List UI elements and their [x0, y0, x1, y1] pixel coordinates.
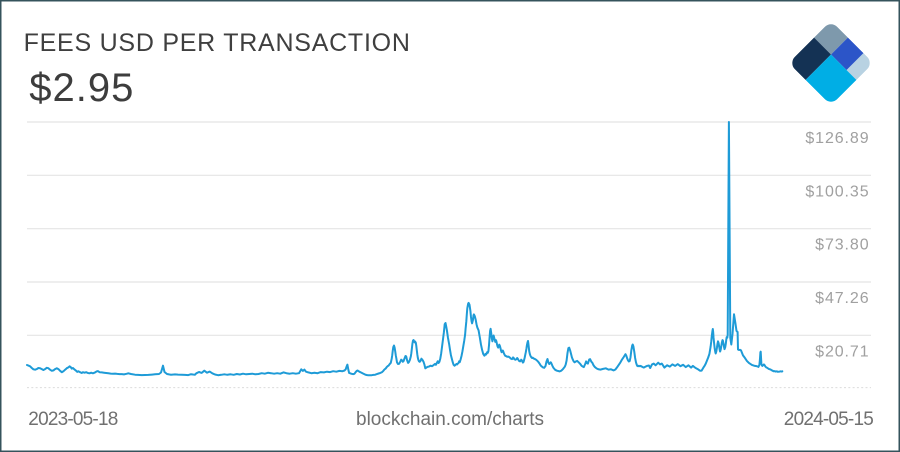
svg-text:$2.95: $2.95	[29, 66, 134, 110]
svg-text:$100.35: $100.35	[805, 183, 869, 200]
svg-text:$20.71: $20.71	[815, 343, 869, 360]
svg-text:$73.80: $73.80	[815, 237, 869, 254]
svg-text:2023-05-18: 2023-05-18	[28, 409, 117, 430]
svg-text:blockchain.com/charts: blockchain.com/charts	[356, 409, 544, 430]
svg-text:$47.26: $47.26	[815, 290, 869, 307]
svg-text:FEES USD PER TRANSACTION: FEES USD PER TRANSACTION	[24, 29, 411, 57]
svg-text:2024-05-15: 2024-05-15	[784, 409, 873, 430]
svg-text:$126.89: $126.89	[805, 130, 869, 147]
